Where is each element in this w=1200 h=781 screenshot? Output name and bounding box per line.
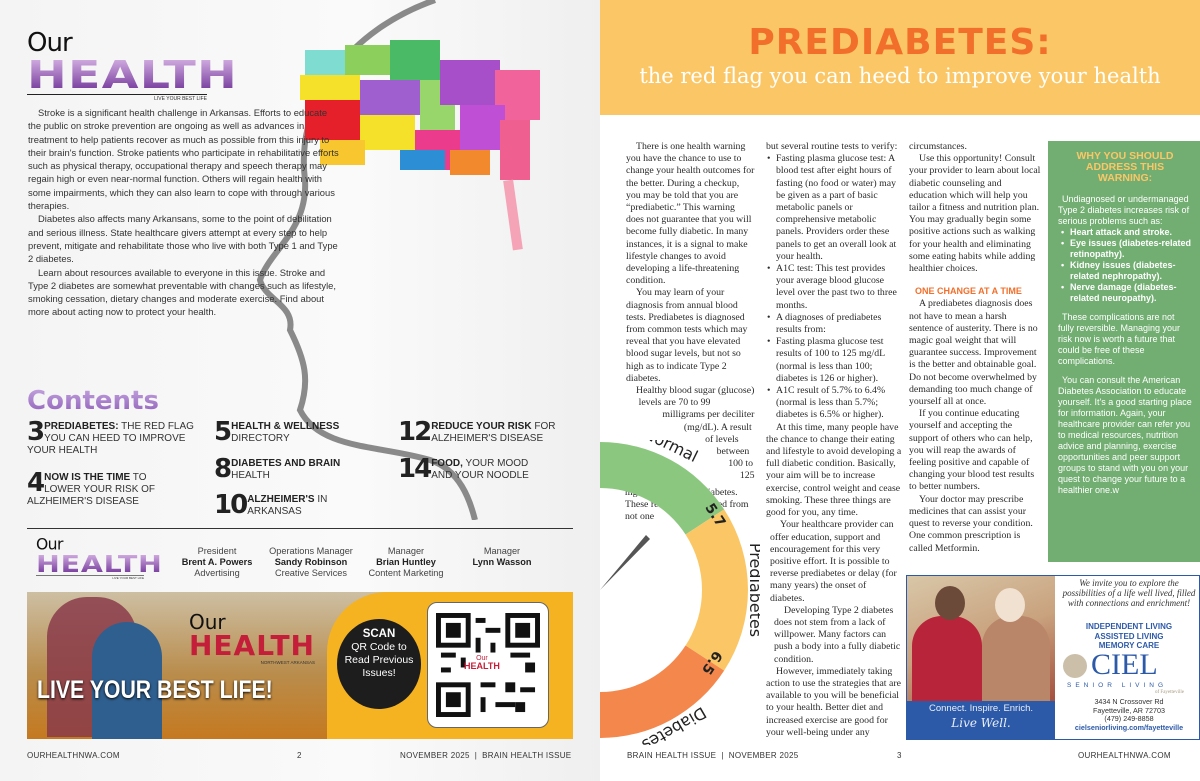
page-number: 3 [897, 751, 902, 760]
toc-item[interactable]: 12 REDUCE YOUR RISK FOR ALZHEIMER'S DISEA… [398, 417, 556, 447]
toc-item[interactable]: 8 DIABETES AND BRAIN HEALTH [214, 454, 341, 484]
a1c-gauge: Normal Prediabetes Diabetes 5.7 6.5 [600, 440, 760, 745]
gauge-segment-normal [600, 442, 725, 535]
banner-logo: Our HEALTH NORTHWEST ARKANSAS [189, 610, 315, 665]
toc-item[interactable]: 3 PREDIABETES: THE RED FLAG YOU CAN HEED … [27, 417, 194, 456]
contents-title: Contents [27, 386, 159, 416]
qr-logo: Our HEALTH [464, 655, 500, 671]
article-header [600, 0, 1200, 115]
staff-entry: Operations Manager Sandy Robinson Creative… [269, 546, 353, 578]
gauge-arcs [600, 442, 748, 738]
sidebar-why-address: WHY YOU SHOULD ADDRESS THIS WARNING: Und… [1048, 141, 1200, 562]
divider [27, 528, 573, 529]
toc-item[interactable]: 10 ALZHEIMER'S IN ARKANSAS [214, 490, 328, 520]
footer-site[interactable]: OURHEALTHNWA.COM [27, 751, 120, 760]
logo-tagline: LIVE YOUR BEST LIFE [27, 94, 207, 102]
gauge-segment-prediabetes [685, 509, 748, 671]
article-column-3: circumstances. Use this opportunity! Cons… [909, 141, 1041, 554]
intro-text: Stroke is a significant health challenge… [28, 106, 340, 319]
ad-invite: We invite you to explore the possibiliti… [1062, 578, 1196, 608]
seniors-photo [907, 576, 1055, 701]
logo-health: HEALTH [27, 56, 252, 94]
our-health-logo: Our HEALTH LIVE YOUR BEST LIFE [27, 28, 237, 102]
logo-our: Our [27, 28, 73, 58]
ad-slogan-box: Connect. Inspire. Enrich. Live Well. [907, 701, 1055, 740]
footer-issue: NOVEMBER 2025 | BRAIN HEALTH ISSUE [400, 751, 572, 760]
promo-banner[interactable]: Our HEALTH NORTHWEST ARKANSAS LIVE YOUR … [27, 592, 573, 739]
ciel-location: of Fayetteville [1155, 690, 1185, 695]
footer-site[interactable]: OURHEALTHNWA.COM [1078, 751, 1171, 760]
intro-paragraph: Learn about resources available to every… [28, 266, 336, 318]
ad-contact: 3434 N Crossover Rd Fayetteville, AR 7270… [1059, 697, 1199, 732]
gauge-segment-diabetes [600, 645, 725, 738]
scan-callout: SCAN QR Code to Read Previous Issues! [337, 619, 421, 709]
toc-item[interactable]: 14 FOOD, YOUR MOOD AND YOUR NOODLE [398, 454, 529, 484]
staff-entry: President Brent A. Powers Advertising [181, 546, 253, 578]
intro-paragraph: Stroke is a significant health challenge… [28, 107, 339, 212]
puzzle-pieces [300, 40, 540, 251]
banner-headline: LIVE YOUR BEST LIFE! [37, 676, 273, 704]
ciel-senior-living-ad[interactable]: Connect. Inspire. Enrich. Live Well. We … [906, 575, 1200, 740]
qr-code-pattern [436, 613, 540, 717]
article-column-2: but several routine tests to verify: Fas… [766, 141, 902, 739]
ad-services: INDEPENDENT LIVING ASSISTED LIVING MEMORY … [1085, 622, 1173, 650]
article-title: PREDIABETES: [748, 22, 1052, 63]
gauge-label-prediabetes: Prediabetes [746, 543, 760, 637]
article-subtitle: the red flag you can heed to improve you… [639, 64, 1161, 88]
staff-entry: Manager Brian Huntley Content Marketing [368, 546, 444, 578]
footer-issue: BRAIN HEALTH ISSUE | NOVEMBER 2025 [627, 751, 799, 760]
hiker-figure [92, 622, 162, 739]
section-heading: ONE CHANGE AT A TIME [915, 286, 1022, 297]
ciel-sub: SENIOR LIVING [1067, 682, 1168, 689]
qr-code[interactable]: Our HEALTH [427, 602, 549, 728]
gauge-needle [600, 535, 650, 590]
ad-url-link[interactable]: cielseniorliving.com/fayetteville [1074, 722, 1184, 732]
ciel-emblem-icon [1063, 654, 1087, 678]
brain-puzzle-illustration [256, 0, 540, 520]
page-number: 2 [297, 751, 302, 760]
staff-logo: Our HEALTH LIVE YOUR BEST LIFE [36, 537, 162, 580]
toc-item[interactable]: 4 NOW IS THE TIME TO LOWER YOUR RISK OF A… [27, 468, 156, 507]
toc-item[interactable]: 5 HEALTH & WELLNESS DIRECTORY [214, 417, 340, 447]
staff-entry: Manager Lynn Wasson [472, 546, 532, 567]
intro-paragraph: Diabetes also affects many Arkansans, so… [28, 213, 338, 265]
ciel-logo: CIEL [1091, 648, 1158, 681]
